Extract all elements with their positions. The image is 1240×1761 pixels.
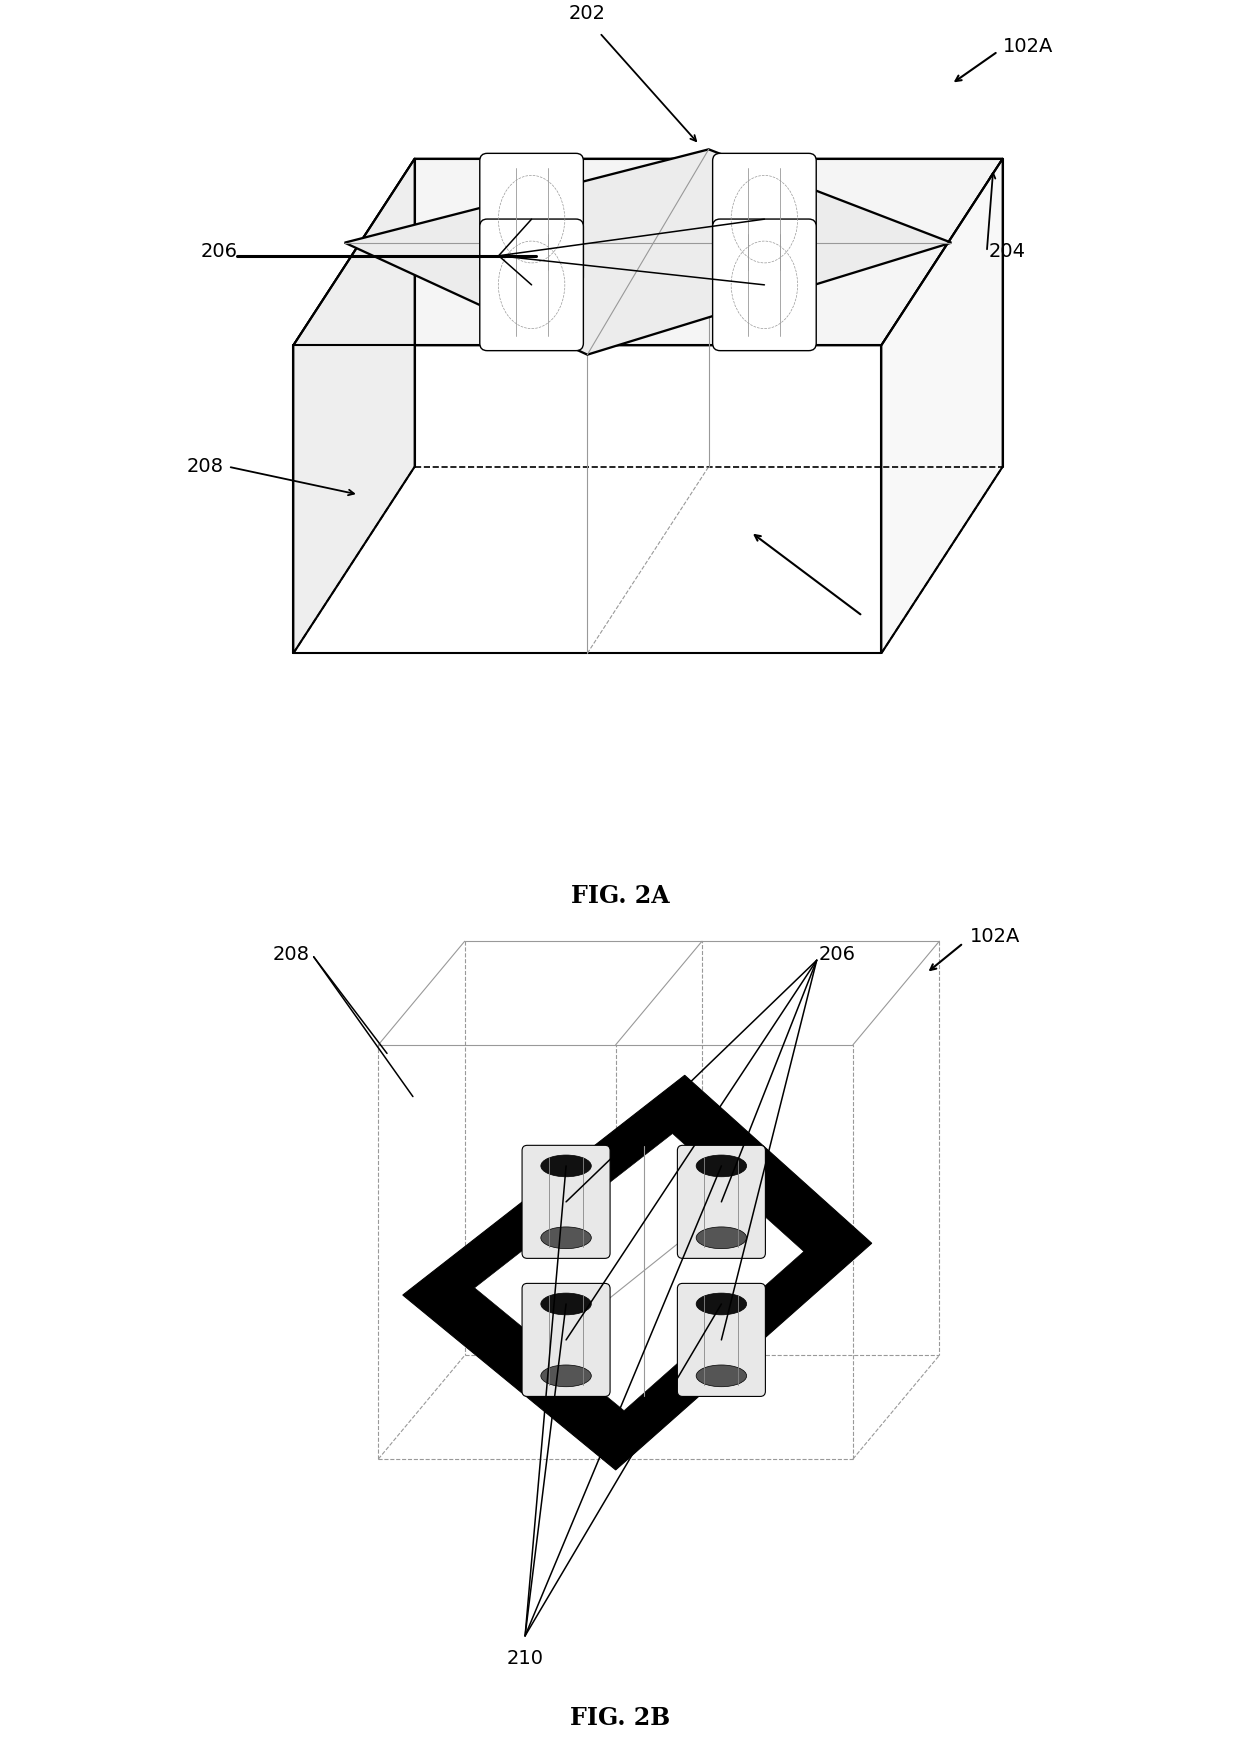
FancyBboxPatch shape (522, 1145, 610, 1259)
Text: 204: 204 (988, 243, 1025, 261)
FancyBboxPatch shape (713, 153, 816, 285)
Text: 208: 208 (273, 944, 309, 963)
Text: 102A: 102A (1003, 37, 1053, 56)
Ellipse shape (541, 1155, 591, 1176)
FancyBboxPatch shape (677, 1145, 765, 1259)
FancyBboxPatch shape (522, 1284, 610, 1396)
FancyBboxPatch shape (480, 218, 583, 350)
Polygon shape (345, 150, 951, 354)
FancyBboxPatch shape (677, 1284, 765, 1396)
Ellipse shape (541, 1293, 591, 1315)
Text: 206: 206 (818, 944, 856, 963)
Ellipse shape (696, 1293, 746, 1315)
Polygon shape (294, 158, 1003, 345)
Ellipse shape (696, 1365, 746, 1386)
Polygon shape (403, 1076, 872, 1470)
Text: 208: 208 (186, 458, 223, 475)
Ellipse shape (696, 1155, 746, 1176)
FancyBboxPatch shape (713, 218, 816, 350)
Polygon shape (882, 158, 1003, 653)
Text: 202: 202 (569, 4, 606, 23)
Text: 102A: 102A (970, 928, 1019, 946)
FancyBboxPatch shape (480, 153, 583, 285)
Text: 210: 210 (507, 1648, 543, 1668)
Polygon shape (475, 1134, 804, 1411)
Text: FIG. 2A: FIG. 2A (570, 884, 670, 909)
Ellipse shape (541, 1365, 591, 1386)
Ellipse shape (541, 1227, 591, 1249)
Text: 206: 206 (201, 243, 237, 261)
Ellipse shape (696, 1227, 746, 1249)
Text: FIG. 2B: FIG. 2B (570, 1706, 670, 1729)
Polygon shape (294, 158, 414, 653)
